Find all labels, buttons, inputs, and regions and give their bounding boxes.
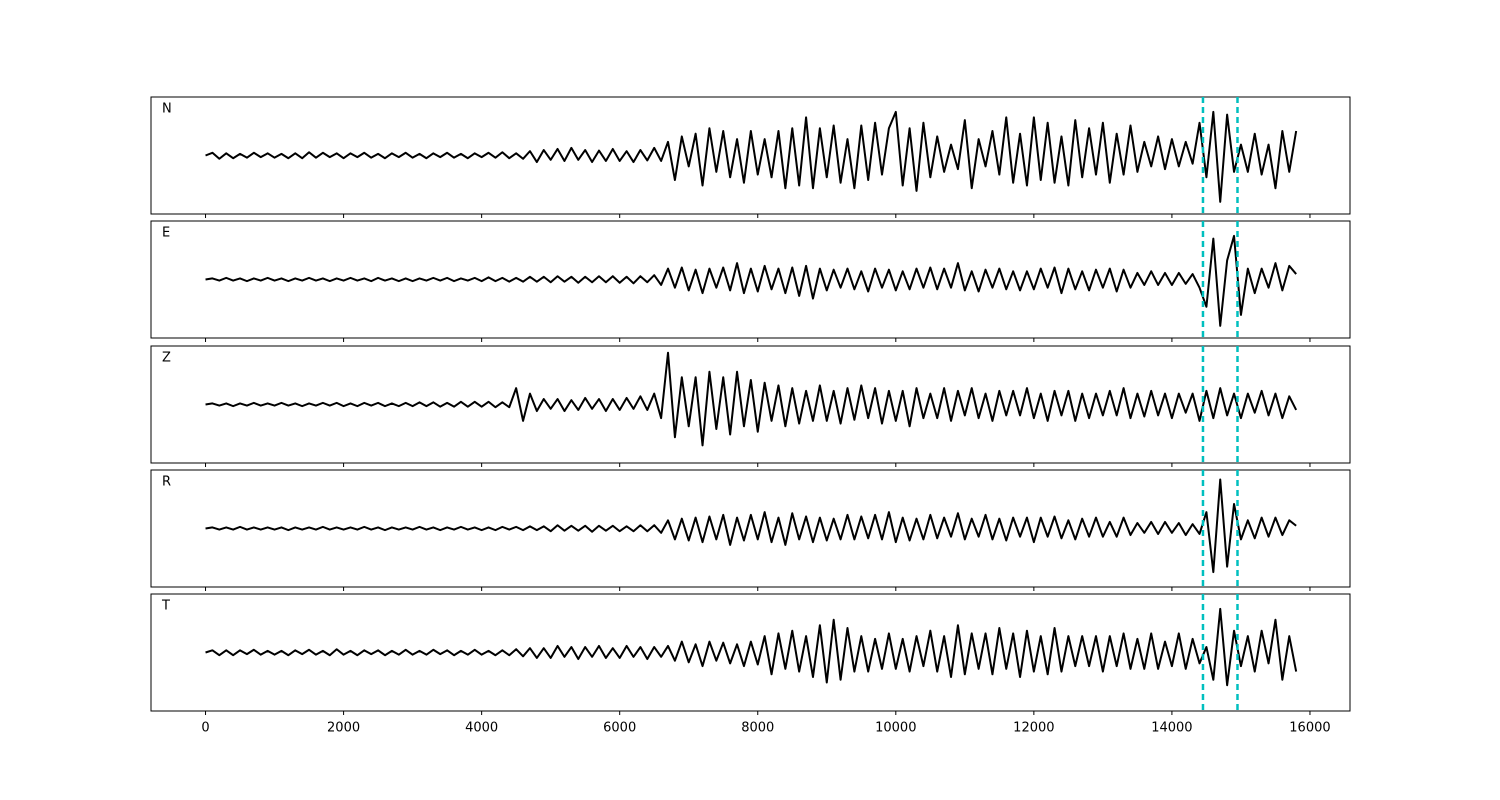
x-tick-label: 4000 bbox=[465, 721, 498, 736]
x-tick-label: 8000 bbox=[741, 721, 774, 736]
trace bbox=[205, 234, 1297, 327]
panel-label: Z bbox=[162, 351, 171, 366]
panel-frame bbox=[150, 96, 1351, 215]
trace bbox=[205, 478, 1297, 574]
trace bbox=[205, 351, 1298, 447]
trace bbox=[205, 110, 1298, 203]
panel-label: E bbox=[162, 226, 170, 241]
panel-frame bbox=[150, 593, 1351, 712]
trace bbox=[205, 607, 1298, 687]
x-tick-label: 2000 bbox=[327, 721, 360, 736]
x-tick-label: 12000 bbox=[1013, 721, 1054, 736]
panel-label: T bbox=[161, 599, 170, 614]
panel-frame bbox=[150, 469, 1351, 588]
x-tick-label: 0 bbox=[201, 721, 209, 736]
x-tick-label: 14000 bbox=[1151, 721, 1192, 736]
panel-frame bbox=[150, 220, 1351, 339]
panel-label: N bbox=[162, 102, 172, 117]
x-tick-label: 16000 bbox=[1289, 721, 1330, 736]
panel-label: R bbox=[162, 475, 171, 490]
panel-frame bbox=[150, 345, 1351, 464]
x-tick-label: 10000 bbox=[875, 721, 916, 736]
x-tick-label: 6000 bbox=[603, 721, 636, 736]
